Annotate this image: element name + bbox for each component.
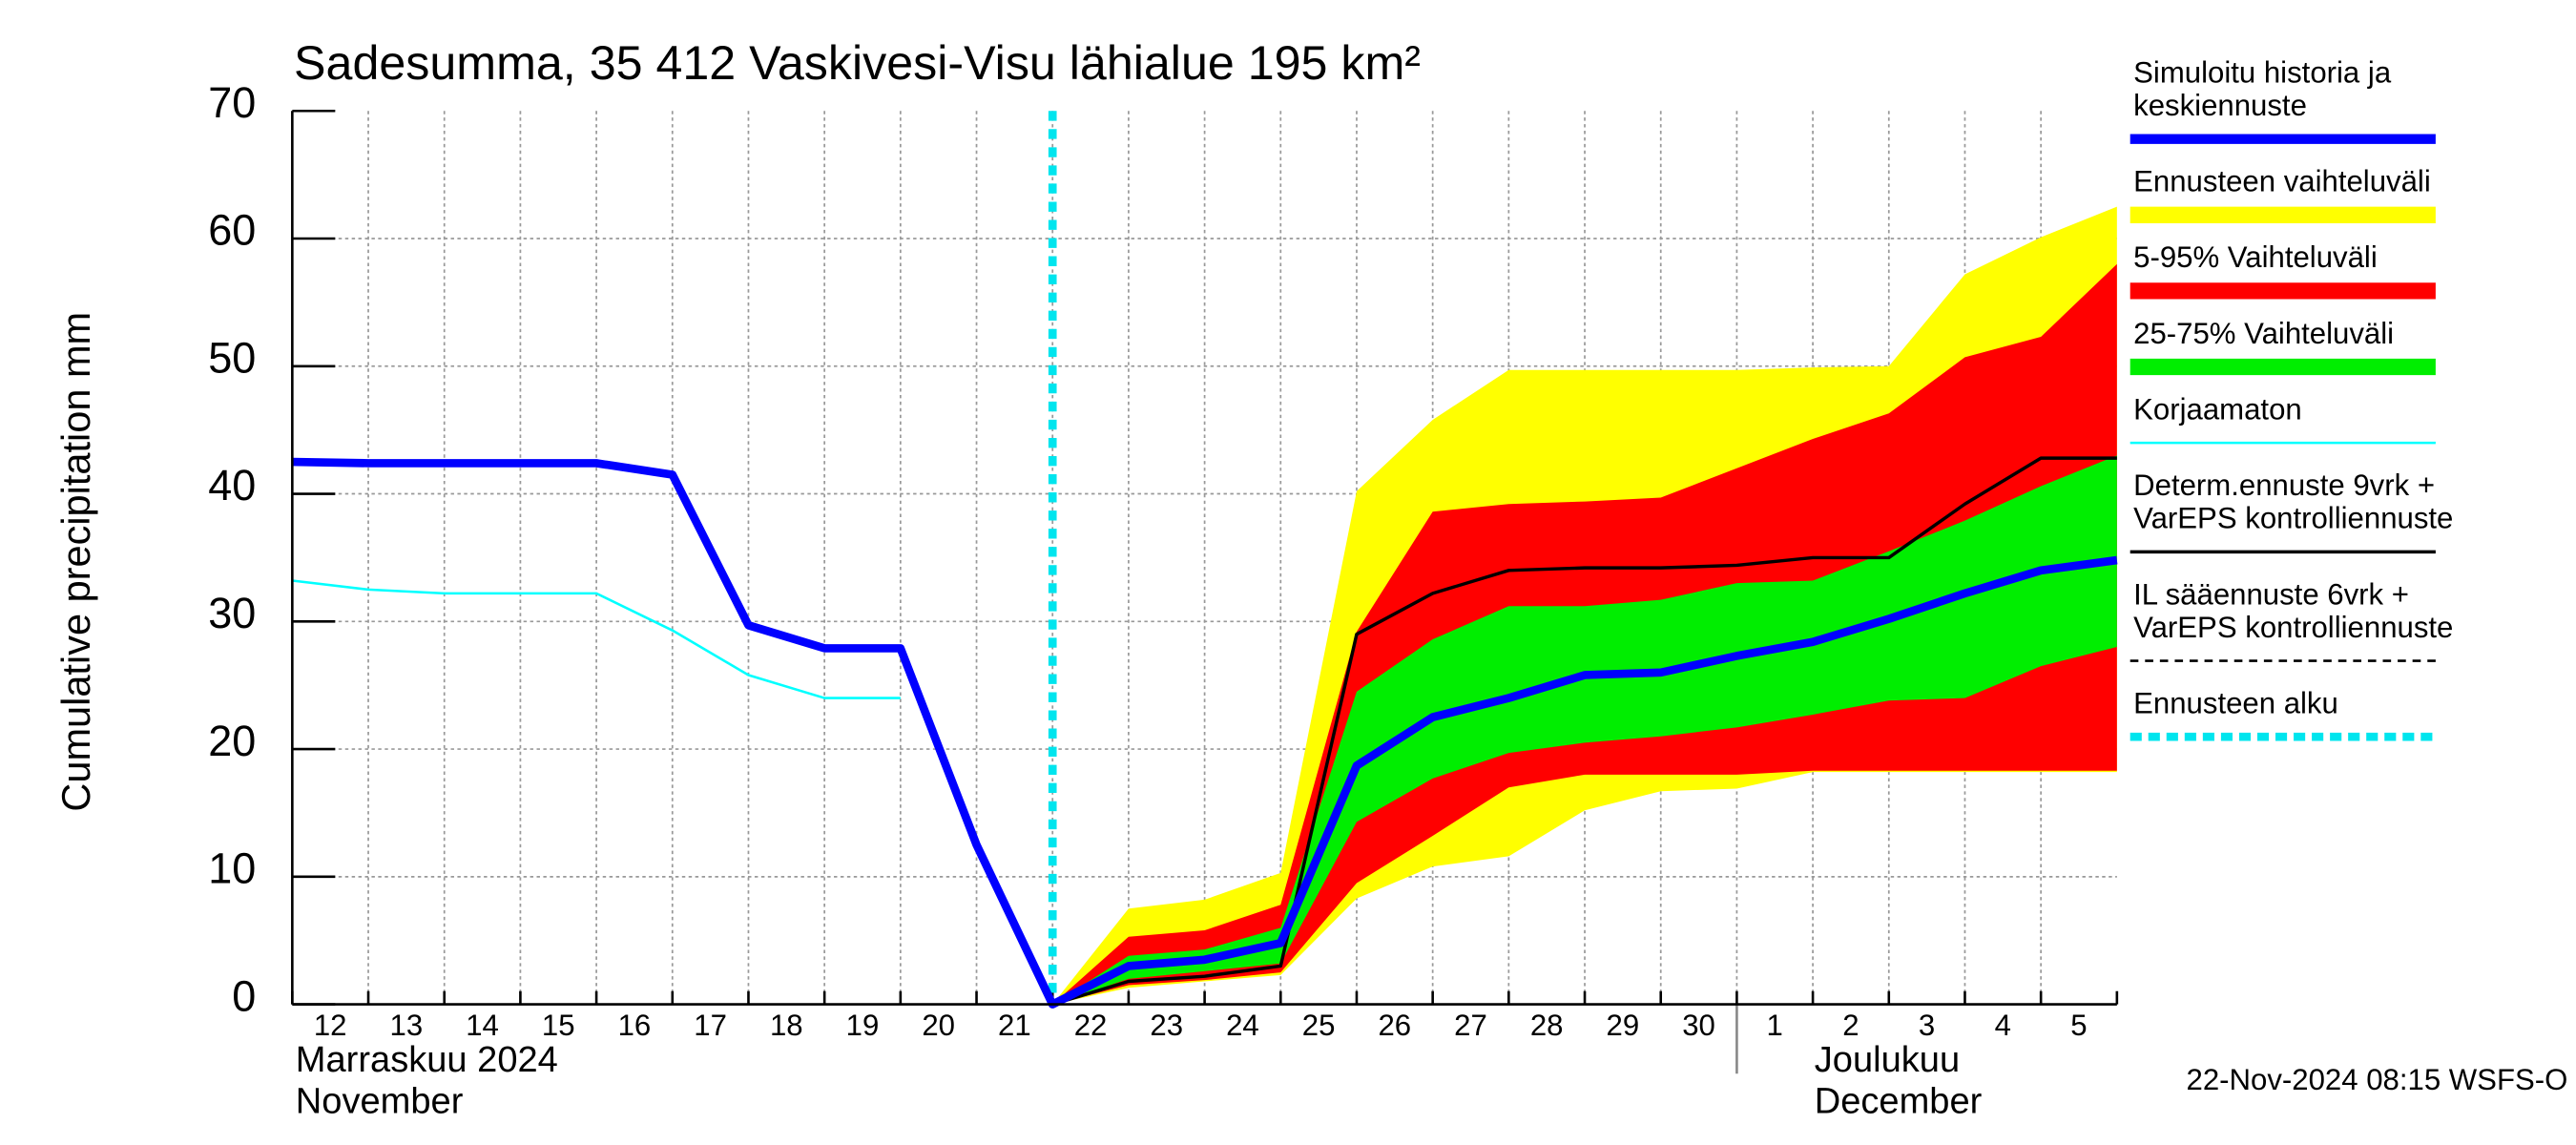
legend-label: VarEPS kontrolliennuste <box>2133 502 2453 535</box>
legend-label: 5-95% Vaihteluväli <box>2133 240 2378 274</box>
x-tick-label: 22 <box>1074 1009 1108 1042</box>
legend-label: Simuloitu historia ja <box>2133 55 2392 89</box>
x-tick-label: 24 <box>1226 1009 1259 1042</box>
y-tick-label: 20 <box>208 717 256 765</box>
month-label: Joulukuu <box>1815 1040 1960 1080</box>
series-line <box>292 457 2118 1009</box>
x-tick-label: 27 <box>1454 1009 1487 1042</box>
x-tick-label: 15 <box>542 1009 575 1042</box>
x-tick-label: 4 <box>1995 1009 2011 1042</box>
y-axis-label: Cumulative precipitation mm <box>53 312 98 812</box>
y-tick-label: 30 <box>208 589 256 637</box>
x-tick-label: 5 <box>2070 1009 2087 1042</box>
y-tick-label: 50 <box>208 333 256 382</box>
legend-label: 25-75% Vaihteluväli <box>2133 317 2394 350</box>
month-label: November <box>296 1082 464 1122</box>
x-tick-label: 3 <box>1919 1009 1935 1042</box>
series-line <box>292 579 901 699</box>
x-tick-label: 18 <box>770 1009 803 1042</box>
x-tick-label: 20 <box>922 1009 955 1042</box>
x-tick-label: 29 <box>1607 1009 1640 1042</box>
month-label: Marraskuu 2024 <box>296 1040 558 1080</box>
x-tick-label: 14 <box>466 1009 499 1042</box>
x-tick-label: 19 <box>846 1009 880 1042</box>
chart-title: Sadesumma, 35 412 Vaskivesi-Visu lähialu… <box>294 36 1421 90</box>
legend-label: Korjaamaton <box>2133 392 2302 426</box>
month-label: December <box>1815 1082 1983 1122</box>
timestamp: 22-Nov-2024 08:15 WSFS-O <box>2187 1063 2568 1096</box>
y-tick-label: 40 <box>208 461 256 510</box>
legend-label: Ennusteen vaihteluväli <box>2133 165 2431 198</box>
legend-label: VarEPS kontrolliennuste <box>2133 611 2453 644</box>
x-tick-label: 2 <box>1842 1009 1859 1042</box>
x-tick-label: 26 <box>1378 1009 1411 1042</box>
x-tick-label: 13 <box>390 1009 424 1042</box>
y-tick-label: 70 <box>208 78 256 127</box>
legend-label: keskiennuste <box>2133 89 2307 122</box>
y-tick-label: 60 <box>208 206 256 255</box>
legend-label: IL sääennuste 6vrk + <box>2133 577 2409 611</box>
range-band <box>1052 455 2117 1005</box>
x-tick-label: 28 <box>1530 1009 1564 1042</box>
y-tick-label: 0 <box>232 971 256 1020</box>
legend-label: Determ.ennuste 9vrk + <box>2133 468 2435 502</box>
x-tick-label: 12 <box>314 1009 347 1042</box>
x-tick-label: 30 <box>1682 1009 1715 1042</box>
x-tick-label: 23 <box>1150 1009 1183 1042</box>
legend-label: Ennusteen alku <box>2133 687 2338 720</box>
y-tick-label: 10 <box>208 844 256 893</box>
series-line <box>1051 456 2117 1007</box>
x-tick-label: 17 <box>694 1009 727 1042</box>
x-tick-label: 25 <box>1302 1009 1336 1042</box>
x-tick-label: 21 <box>998 1009 1031 1042</box>
x-tick-label: 1 <box>1767 1009 1783 1042</box>
x-tick-label: 16 <box>618 1009 652 1042</box>
